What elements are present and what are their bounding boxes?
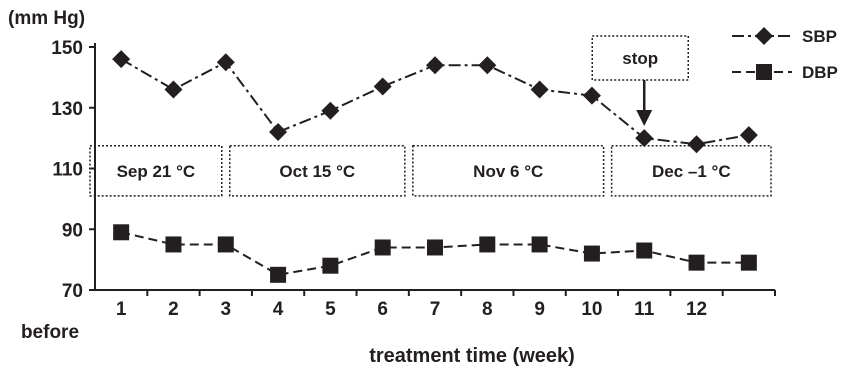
sbp-point-10	[582, 86, 601, 105]
sbp-point-3	[216, 53, 235, 72]
dbp-point-3	[217, 236, 234, 253]
x-tick-label-9: 9	[534, 299, 545, 320]
x-origin-label: before	[21, 322, 79, 343]
sbp-point-4	[269, 123, 288, 142]
y-tick-label-90: 90	[62, 220, 83, 241]
axes	[89, 43, 776, 296]
stop-box	[591, 35, 689, 81]
y-tick-label-110: 110	[52, 160, 83, 181]
series-markers	[112, 50, 758, 283]
x-tick-label-2: 2	[168, 299, 179, 320]
dbp-point-5	[322, 257, 339, 274]
dbp-point-1	[113, 224, 130, 241]
dbp-point-13	[740, 254, 757, 271]
dbp-point-2	[165, 236, 182, 253]
dbp-point-11	[636, 242, 653, 259]
stop-arrow-head	[636, 110, 653, 126]
dbp-point-8	[479, 236, 496, 253]
period-label-3: Nov 6 °C	[473, 162, 543, 181]
sbp-point-13	[739, 126, 758, 145]
y-tick-label-130: 130	[51, 99, 83, 120]
dbp-point-4	[270, 266, 287, 283]
period-label-1: Sep 21 °C	[117, 162, 196, 181]
sbp-point-6	[373, 77, 392, 96]
x-tick-label-8: 8	[482, 299, 493, 320]
x-tick-label-10: 10	[581, 299, 602, 320]
sbp-point-9	[530, 80, 549, 99]
y-axis-title: (mm Hg)	[8, 8, 85, 29]
legend-label-dbp: DBP	[802, 63, 838, 82]
period-label-2: Oct 15 °C	[279, 162, 355, 181]
dbp-point-10	[583, 245, 600, 262]
legend-label-sbp: SBP	[802, 27, 837, 46]
x-tick-label-7: 7	[430, 299, 441, 320]
dbp-point-6	[374, 239, 391, 256]
sbp-point-7	[426, 56, 444, 75]
sbp-point-5	[321, 101, 340, 120]
y-tick-label-150: 150	[51, 38, 83, 59]
sbp-point-2	[164, 80, 183, 99]
x-tick-label-12: 12	[686, 299, 707, 320]
stop-label: stop	[622, 49, 658, 68]
x-tick-label-3: 3	[220, 299, 231, 320]
dbp-point-7	[427, 239, 443, 256]
period-label-4: Dec –1 °C	[652, 162, 731, 181]
period-bands: Sep 21 °C Oct 15 °C Nov 6 °C Dec –1 °C	[89, 144, 772, 197]
y-tick-label-70: 70	[62, 281, 83, 302]
x-axis-title: treatment time (week)	[369, 345, 575, 367]
stop-annotation: stop	[591, 35, 689, 126]
x-tick-label-6: 6	[377, 299, 388, 320]
sbp-point-1	[112, 50, 131, 69]
sbp-point-12	[687, 135, 706, 154]
period-box-3	[412, 144, 605, 197]
dbp-point-12	[688, 254, 705, 271]
x-tick-label-5: 5	[325, 299, 336, 320]
legend-marker-sbp	[755, 27, 773, 45]
x-tick-label-4: 4	[273, 299, 284, 320]
legend-marker-dbp	[756, 64, 772, 80]
x-tick-label-11: 11	[634, 299, 655, 320]
period-box-4	[610, 144, 772, 197]
period-box-1	[89, 144, 223, 197]
x-tick-label-1: 1	[116, 299, 127, 320]
sbp-point-11	[635, 129, 654, 148]
legend: SBP DBP	[732, 27, 838, 82]
sbp-point-8	[478, 56, 497, 75]
period-box-2	[229, 144, 406, 197]
dbp-point-9	[531, 236, 548, 253]
